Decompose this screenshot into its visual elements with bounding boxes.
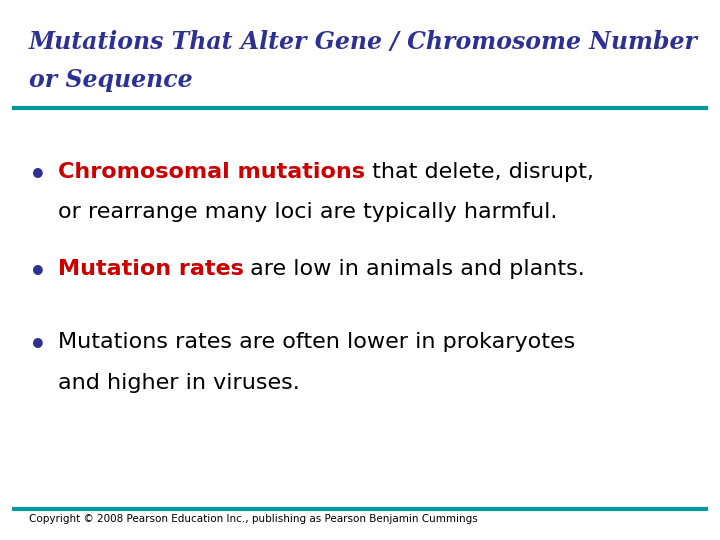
Text: and higher in viruses.: and higher in viruses. [58,373,300,393]
Text: Mutations rates are often lower in prokaryotes: Mutations rates are often lower in proka… [58,332,575,352]
Text: are low in animals and plants.: are low in animals and plants. [243,259,585,279]
Text: that delete, disrupt,: that delete, disrupt, [364,162,593,182]
Text: •: • [29,162,47,190]
Text: or Sequence: or Sequence [29,68,192,91]
Text: Chromosomal mutations: Chromosomal mutations [58,162,364,182]
Text: or rearrange many loci are typically harmful.: or rearrange many loci are typically har… [58,202,557,222]
Text: •: • [29,332,47,360]
Text: Mutations That Alter Gene / Chromosome Number: Mutations That Alter Gene / Chromosome N… [29,30,698,53]
Text: Mutation rates: Mutation rates [58,259,243,279]
Text: •: • [29,259,47,287]
Text: Copyright © 2008 Pearson Education Inc., publishing as Pearson Benjamin Cummings: Copyright © 2008 Pearson Education Inc.,… [29,514,477,524]
